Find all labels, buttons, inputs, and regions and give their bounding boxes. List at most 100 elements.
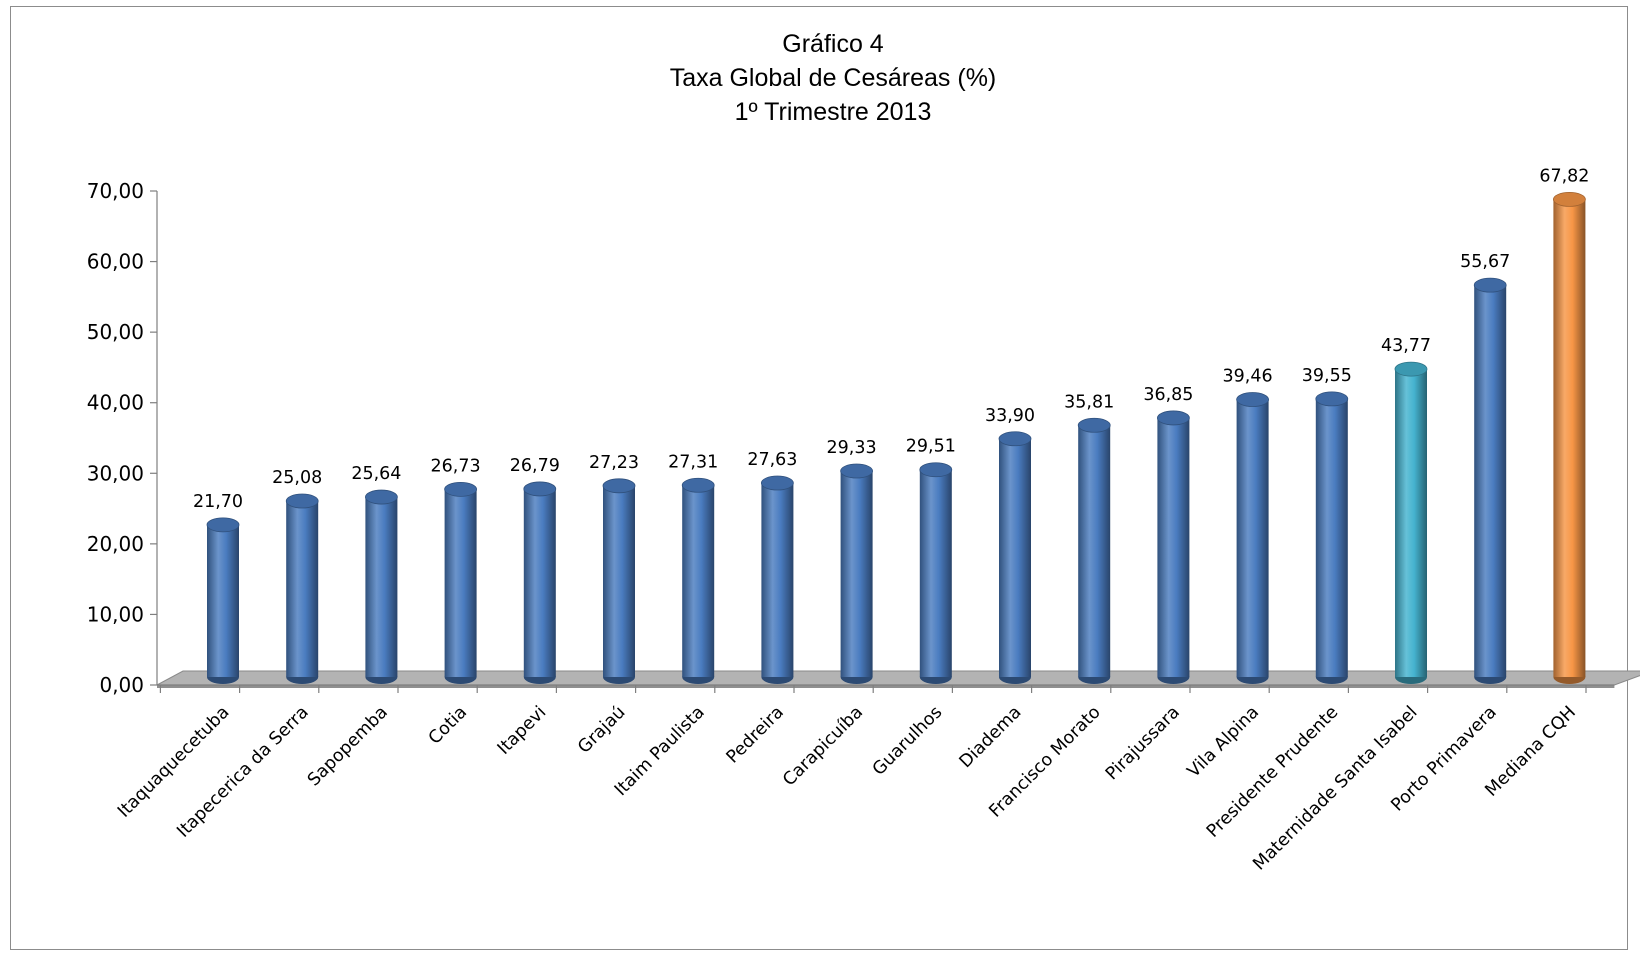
y-tick-label: 70,00: [87, 179, 144, 203]
data-label: 27,23: [589, 453, 639, 473]
y-tick-label: 0,00: [99, 673, 144, 697]
data-label: 36,85: [1143, 385, 1193, 405]
chart-title-line-1: Gráfico 4: [782, 30, 884, 58]
category-label: Guarulhos: [869, 702, 946, 779]
data-label: 26,79: [510, 456, 560, 476]
category-label: Cotia: [425, 702, 471, 748]
category-label: Sapopemba: [304, 702, 392, 790]
bar-body: [523, 488, 556, 677]
y-tick-label: 30,00: [87, 461, 144, 485]
chart-title-line-2: Taxa Global de Cesáreas (%): [670, 64, 997, 92]
bar-top: [1236, 392, 1269, 407]
data-labels: 21,70 25,08 25,64 26,73 26,79 27,23 27,31 27,63…: [193, 166, 1590, 511]
chart-title-line-3: 1º Trimestre 2013: [735, 98, 932, 126]
bar: [1473, 277, 1507, 684]
y-tick-label: 40,00: [87, 391, 144, 415]
bar-top: [1315, 391, 1349, 407]
data-label: 35,81: [1064, 392, 1114, 412]
bar-top: [206, 517, 240, 533]
data-label: 67,82: [1539, 166, 1589, 186]
bar: [444, 481, 478, 684]
data-label: 25,08: [272, 468, 322, 488]
data-label: 26,73: [431, 456, 481, 476]
category-label: Itapecerica da Serra: [173, 702, 312, 841]
bar: [523, 481, 557, 684]
data-label: 21,70: [193, 492, 243, 512]
data-label: 27,31: [668, 452, 718, 472]
y-tick-label: 20,00: [87, 532, 144, 556]
bar: [1553, 191, 1586, 684]
bar: [602, 478, 636, 684]
bar-body: [1236, 399, 1269, 677]
bar-body: [761, 483, 794, 677]
bar-top: [444, 481, 478, 497]
data-label: 39,46: [1223, 367, 1273, 387]
bar: [1157, 410, 1190, 684]
bar-body: [444, 489, 477, 677]
bar: [998, 431, 1032, 684]
category-label: Maternidade Santa Isabel: [1249, 702, 1421, 874]
bar: [1315, 391, 1349, 684]
bar-body: [1157, 417, 1190, 677]
bar-top: [523, 481, 557, 497]
data-label: 29,33: [827, 438, 877, 458]
floor-edge: [157, 685, 1615, 688]
bar: [364, 489, 398, 684]
y-tick-label: 10,00: [87, 602, 144, 626]
category-label: Diadema: [956, 702, 1026, 772]
category-label: Vila Alpina: [1184, 702, 1263, 781]
bar-body: [365, 497, 398, 677]
bar-top: [1394, 361, 1428, 377]
chart-frame: [10, 6, 1628, 950]
bar-series: [206, 191, 1586, 684]
bar-top: [998, 431, 1032, 447]
bar-top: [602, 478, 636, 494]
category-label: Presidente Prudente: [1203, 702, 1342, 841]
y-axis: 0,00 10,00 20,00 30,00 40,00 50,00 60,00 70,00: [87, 179, 1615, 697]
bar-body: [840, 471, 873, 677]
y-tick-label: 50,00: [87, 320, 144, 344]
bar-top: [1553, 191, 1586, 207]
data-label: 27,63: [747, 450, 797, 470]
data-label: 39,55: [1302, 366, 1352, 386]
data-label: 43,77: [1381, 336, 1431, 356]
bar: [919, 462, 953, 684]
bar: [761, 475, 794, 684]
bar-body: [1315, 398, 1348, 677]
bar: [1236, 392, 1269, 684]
bar-body: [207, 524, 239, 677]
bar-body: [919, 469, 952, 677]
bar-body: [286, 501, 319, 677]
bar-top: [840, 463, 873, 479]
bar: [840, 463, 873, 684]
data-label: 29,51: [906, 437, 956, 457]
bar: [681, 477, 715, 684]
bar: [206, 517, 240, 684]
bar-body: [1553, 199, 1586, 677]
category-label: Pedreira: [723, 702, 788, 767]
data-label: 55,67: [1460, 252, 1510, 272]
bar-top: [761, 475, 794, 491]
bar-top: [919, 462, 953, 478]
bar-top: [1157, 410, 1190, 426]
y-tick-label: 60,00: [87, 250, 144, 274]
bar-body: [1395, 369, 1427, 677]
bar-top: [1473, 277, 1507, 293]
category-label: Carapicuíba: [779, 702, 867, 790]
bar-body: [1078, 425, 1111, 677]
bar: [1077, 417, 1111, 684]
bar-body: [603, 485, 635, 677]
bar-top: [364, 489, 398, 505]
category-label: Itapevi: [494, 702, 550, 758]
bar-top: [1077, 417, 1111, 433]
data-label: 25,64: [351, 464, 401, 484]
category-label: Grajaú: [574, 702, 629, 757]
data-label: 33,90: [985, 406, 1035, 426]
category-label: Pirajussara: [1102, 702, 1184, 784]
bar: [285, 493, 319, 684]
bar-top: [681, 477, 715, 493]
bar-body: [682, 485, 715, 677]
bar-body: [999, 438, 1031, 677]
